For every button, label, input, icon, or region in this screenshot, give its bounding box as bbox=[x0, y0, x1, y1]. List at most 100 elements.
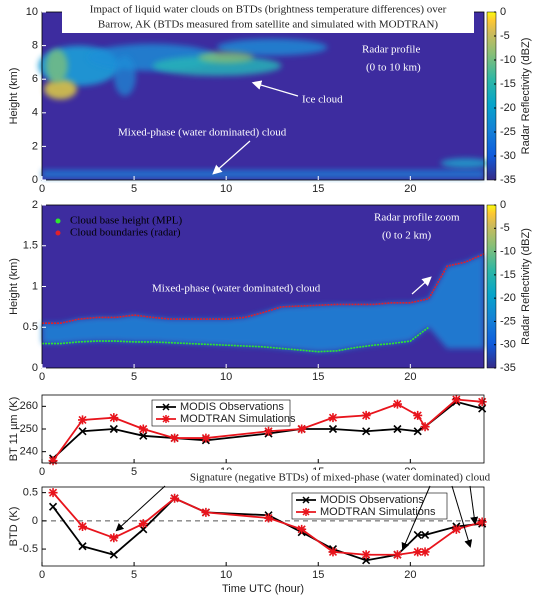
arrow bbox=[401, 485, 431, 551]
data-point bbox=[328, 413, 338, 423]
data-point bbox=[48, 502, 58, 511]
arrow bbox=[251, 80, 299, 97]
colorbar-tick-label: -5 bbox=[500, 222, 510, 234]
y-axis-label: Height (km) bbox=[8, 68, 20, 125]
colorbar-tick-label: -5 bbox=[500, 30, 510, 42]
colorbar-tick-label: -15 bbox=[500, 269, 516, 281]
annotation: Radar profile zoom bbox=[374, 212, 460, 224]
x-tick-label: 5 bbox=[131, 183, 137, 195]
legend-label: MODTRAN Simulations bbox=[180, 413, 296, 425]
data-point bbox=[328, 424, 338, 434]
colorbar-tick-label: -15 bbox=[500, 78, 516, 90]
cloud-echo bbox=[42, 253, 484, 352]
colorbar-tick-label: -10 bbox=[500, 245, 516, 257]
annotation: (0 to 10 km) bbox=[366, 62, 421, 74]
x-tick-label: 5 bbox=[131, 371, 137, 383]
data-point bbox=[413, 410, 423, 420]
data-point bbox=[413, 427, 422, 436]
annotation: Mixed-phase (water dominated) cloud bbox=[118, 127, 287, 139]
data-point bbox=[477, 397, 487, 407]
legend-label: MODTRAN Simulations bbox=[320, 506, 436, 518]
annotation: Mixed-phase (water dominated) cloud bbox=[152, 283, 321, 295]
colorbar-tick-label: -30 bbox=[500, 150, 516, 162]
colorbar-tick-label: -20 bbox=[500, 292, 516, 304]
data-point bbox=[420, 547, 430, 557]
data-point bbox=[78, 542, 87, 551]
data-point bbox=[451, 524, 461, 534]
legend-marker bbox=[162, 403, 170, 411]
y-axis-label: BT 11 µm (K) bbox=[8, 397, 20, 462]
y-tick-label: 0 bbox=[32, 362, 38, 374]
data-point bbox=[109, 424, 118, 434]
x-tick-label: 20 bbox=[404, 371, 416, 383]
data-point bbox=[48, 456, 58, 466]
chart-title: Impact of liquid water clouds on BTDs (b… bbox=[90, 4, 447, 16]
data-point bbox=[392, 550, 402, 560]
echo-blob bbox=[43, 79, 77, 100]
echo-blob bbox=[113, 55, 136, 96]
y-tick-label: 240 bbox=[20, 446, 38, 458]
legend-box bbox=[151, 399, 291, 427]
colorbar bbox=[486, 204, 497, 369]
colorbar-tick-label: -10 bbox=[500, 54, 516, 66]
data-point bbox=[170, 433, 180, 443]
legend-symbol bbox=[55, 218, 61, 224]
data-point bbox=[138, 424, 148, 434]
x-tick-label: 0 bbox=[39, 371, 45, 383]
data-point bbox=[109, 413, 119, 423]
data-point bbox=[201, 507, 211, 517]
annotation: Signature (negative BTDs) of mixed-phase… bbox=[190, 472, 491, 484]
data-point bbox=[361, 550, 371, 560]
colorbar-tick-label: -35 bbox=[500, 362, 516, 374]
data-point bbox=[264, 513, 274, 523]
data-point bbox=[264, 426, 274, 436]
arrow bbox=[411, 276, 432, 295]
y-tick-label: 8 bbox=[32, 40, 38, 52]
y-tick-label: -0.5 bbox=[19, 543, 38, 555]
y-tick-label: 1.5 bbox=[23, 240, 38, 252]
data-point bbox=[478, 404, 487, 413]
axes-box bbox=[41, 486, 485, 567]
data-point bbox=[138, 519, 148, 529]
x-tick-label: 5 bbox=[131, 569, 137, 581]
y-tick-label: 1 bbox=[32, 280, 38, 292]
data-point bbox=[413, 547, 423, 557]
x-tick-label: 0 bbox=[39, 466, 45, 478]
colorbar-label: Radar Reflectivity (dBZ) bbox=[520, 228, 532, 345]
legend-symbol bbox=[55, 230, 61, 236]
x-tick-label: 15 bbox=[312, 183, 324, 195]
low-cloud-echo bbox=[42, 169, 484, 179]
x-tick-label: 15 bbox=[312, 569, 324, 581]
y-tick-label: 260 bbox=[20, 400, 38, 412]
data-point bbox=[451, 395, 461, 405]
x-tick-label: 10 bbox=[220, 569, 232, 581]
annotation: (0 to 2 km) bbox=[382, 230, 432, 242]
data-point bbox=[78, 522, 88, 531]
y-tick-label: 0.5 bbox=[23, 487, 38, 499]
x-tick-label: 10 bbox=[220, 183, 232, 195]
y-tick-label: 4 bbox=[32, 107, 38, 119]
echo-blob bbox=[440, 158, 491, 169]
y-tick-label: 0 bbox=[32, 174, 38, 186]
series-line bbox=[42, 326, 430, 353]
chart-title: Barrow, AK (BTDs measured from satellite… bbox=[98, 19, 439, 31]
series-line bbox=[42, 253, 485, 324]
data-point bbox=[477, 517, 487, 527]
colorbar-tick-label: 0 bbox=[500, 199, 506, 211]
legend-label: Cloud base height (MPL) bbox=[70, 215, 182, 227]
echo-blob bbox=[198, 51, 254, 64]
legend-label: MODIS Observations bbox=[320, 494, 424, 506]
x-tick-label: 5 bbox=[131, 466, 137, 478]
legend-label: MODIS Observations bbox=[180, 401, 284, 413]
data-point bbox=[413, 530, 422, 540]
data-point bbox=[170, 493, 180, 503]
annotation-box bbox=[148, 470, 532, 485]
y-tick-label: 250 bbox=[20, 423, 38, 435]
echo-blob bbox=[216, 38, 328, 56]
legend-marker bbox=[302, 508, 310, 516]
data-point bbox=[420, 422, 430, 432]
data-point bbox=[392, 399, 402, 409]
data-point bbox=[48, 488, 58, 498]
echo-blob bbox=[152, 55, 282, 76]
